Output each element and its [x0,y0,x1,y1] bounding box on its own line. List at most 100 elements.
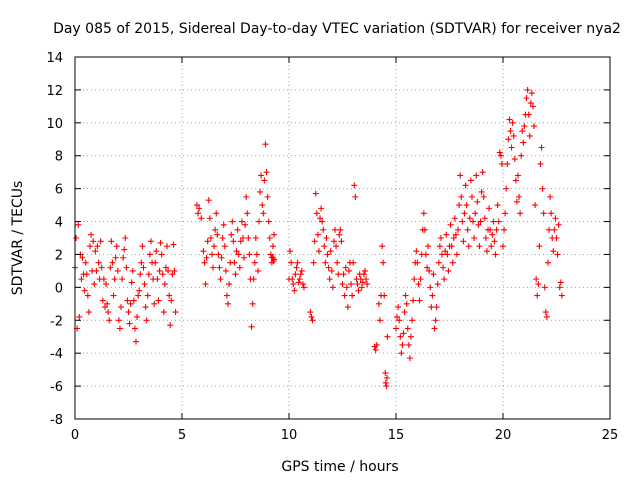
data-point [355,287,362,294]
data-point [152,259,159,266]
data-point [542,309,549,316]
data-point [225,300,232,307]
data-point [206,215,213,222]
data-point [537,160,544,167]
data-point [552,215,559,222]
data-point [155,297,162,304]
data-point [239,235,246,241]
data-point [156,267,163,274]
data-point [242,221,249,228]
y-tick-label: 8 [55,150,63,165]
data-point [123,264,130,271]
data-point [494,202,501,209]
data-point [320,226,327,233]
data-point [299,281,306,288]
data-point [252,235,259,241]
data-point [521,123,528,130]
data-point [532,202,539,209]
data-point [315,248,322,255]
data-point [168,297,175,304]
data-point [310,259,317,266]
data-point [474,198,481,205]
data-point [98,264,105,271]
data-point [125,309,132,316]
data-point [544,259,551,266]
data-point [207,235,214,241]
data-point [330,238,337,245]
data-point [341,292,348,299]
data-point [294,259,301,266]
data-point [524,86,531,93]
data-point [265,218,272,225]
data-point [427,284,434,291]
data-point [375,300,382,307]
data-point [254,267,261,274]
data-point [464,226,471,233]
data-point [444,251,451,258]
data-point [170,241,177,248]
data-point [261,177,268,184]
y-tick-label: 12 [46,84,63,99]
data-point [81,287,88,294]
data-point [441,276,448,283]
data-point [491,238,498,245]
data-point [141,281,148,288]
data-point [86,243,93,250]
data-point [556,284,563,291]
plot-frame [74,56,611,420]
data-point [289,276,296,283]
data-point [525,111,532,118]
data-point [511,156,518,163]
data-point [467,177,474,184]
data-point [460,238,467,245]
data-points [72,86,565,390]
data-point [126,320,133,327]
data-point [329,284,336,291]
data-point [443,231,450,238]
data-point [110,292,117,299]
data-point [218,254,225,261]
data-point [137,271,144,278]
data-point [554,251,561,258]
data-point [116,325,123,332]
data-point [205,197,212,204]
data-point [90,238,97,245]
data-point [529,103,536,110]
data-point [434,281,441,288]
data-point [92,248,99,255]
data-point [455,226,462,233]
data-point [287,248,294,255]
data-point [442,248,449,255]
data-point [384,374,391,381]
y-tick-label: 0 [55,281,63,296]
data-point [119,276,126,283]
x-tick-label: 20 [495,428,512,443]
x-tick-label: 10 [281,428,298,443]
data-point [321,243,328,250]
data-point [473,172,480,179]
data-point [468,193,475,200]
data-point [340,271,347,278]
data-point [237,238,244,245]
data-point [551,226,558,233]
data-point [118,304,125,311]
data-point [440,264,447,271]
data-point [107,264,114,271]
x-tick-label: 5 [178,428,186,443]
data-point [538,144,545,151]
data-point [447,221,454,228]
data-point [379,243,386,250]
data-point [445,267,452,274]
data-point [221,243,228,250]
data-point [380,259,387,266]
data-point [409,317,416,324]
data-point [229,218,236,225]
data-point [535,281,542,288]
data-point [417,276,424,283]
data-point [271,231,278,238]
data-point [210,264,217,271]
data-point [314,231,321,238]
data-point [79,254,86,261]
